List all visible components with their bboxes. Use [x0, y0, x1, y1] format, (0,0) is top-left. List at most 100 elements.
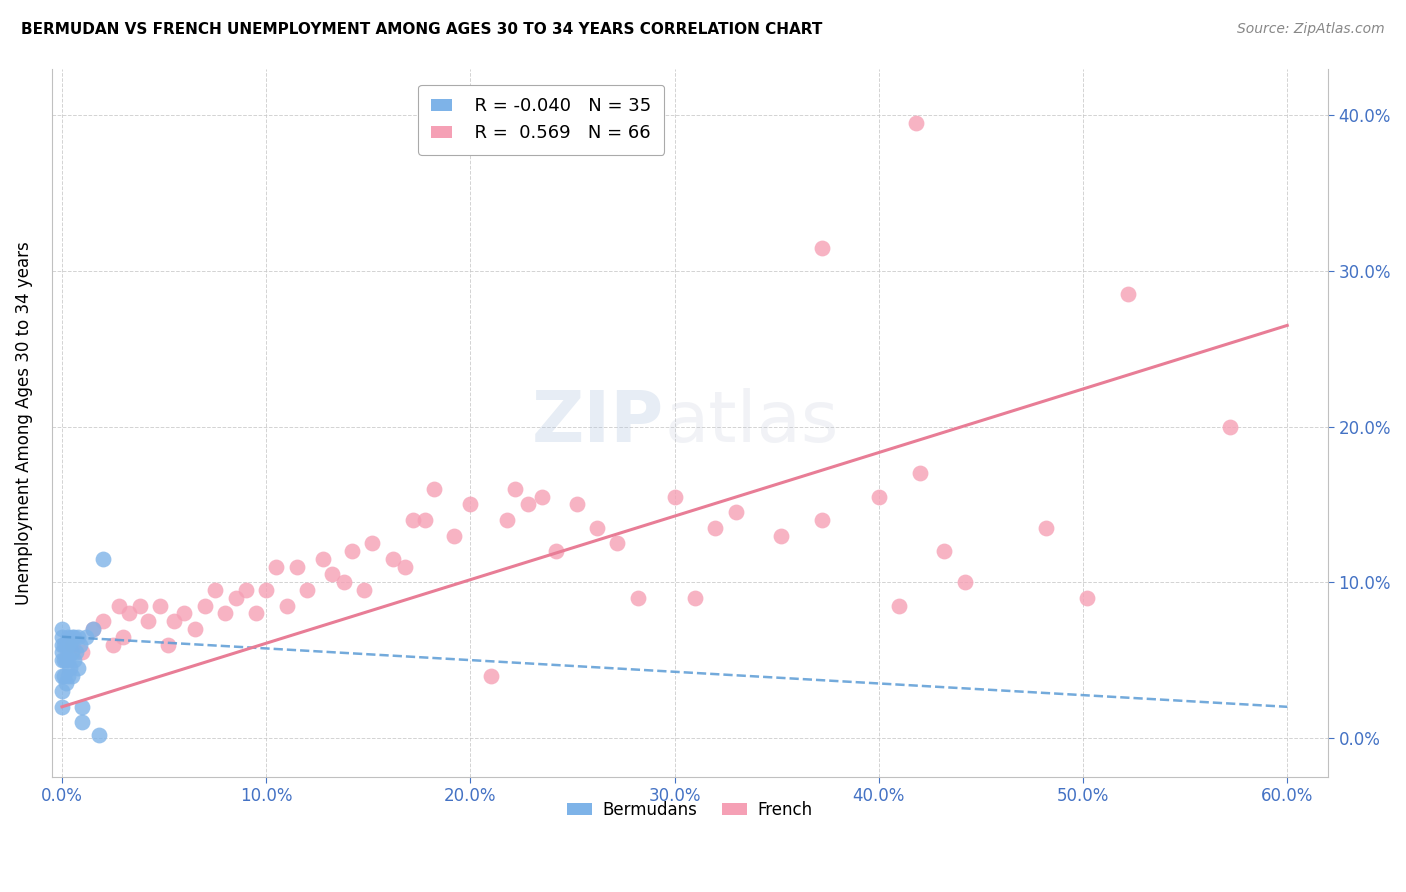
- Point: [505, 482, 527, 496]
- Point: [295, 582, 318, 597]
- Point: [1116, 287, 1139, 301]
- Y-axis label: Unemployment Among Ages 30 to 34 years: Unemployment Among Ages 30 to 34 years: [15, 241, 32, 605]
- Point: [1076, 591, 1098, 605]
- Point: [51, 630, 73, 644]
- Point: [51, 645, 73, 659]
- Point: [51, 668, 73, 682]
- Point: [53, 668, 76, 682]
- Point: [254, 582, 277, 597]
- Point: [496, 513, 519, 527]
- Point: [51, 653, 73, 667]
- Point: [769, 528, 792, 542]
- Point: [402, 513, 425, 527]
- Point: [91, 552, 114, 566]
- Point: [422, 482, 444, 496]
- Point: [333, 575, 356, 590]
- Point: [82, 622, 104, 636]
- Point: [72, 699, 94, 714]
- Point: [340, 544, 363, 558]
- Text: ZIP: ZIP: [531, 388, 665, 458]
- Point: [394, 559, 416, 574]
- Point: [63, 630, 86, 644]
- Point: [51, 699, 73, 714]
- Text: atlas: atlas: [665, 388, 839, 458]
- Point: [101, 638, 124, 652]
- Point: [56, 653, 79, 667]
- Point: [53, 653, 76, 667]
- Point: [60, 630, 83, 644]
- Point: [56, 630, 79, 644]
- Point: [55, 676, 77, 690]
- Point: [118, 607, 141, 621]
- Point: [530, 490, 553, 504]
- Point: [1035, 521, 1057, 535]
- Point: [112, 630, 135, 644]
- Point: [60, 638, 83, 652]
- Point: [67, 630, 90, 644]
- Point: [245, 607, 267, 621]
- Point: [225, 591, 247, 605]
- Point: [51, 638, 73, 652]
- Text: BERMUDAN VS FRENCH UNEMPLOYMENT AMONG AGES 30 TO 34 YEARS CORRELATION CHART: BERMUDAN VS FRENCH UNEMPLOYMENT AMONG AG…: [21, 22, 823, 37]
- Point: [204, 582, 226, 597]
- Point: [183, 622, 205, 636]
- Text: Source: ZipAtlas.com: Source: ZipAtlas.com: [1237, 22, 1385, 37]
- Point: [353, 582, 375, 597]
- Point: [546, 544, 568, 558]
- Point: [59, 661, 82, 675]
- Point: [56, 668, 79, 682]
- Point: [56, 638, 79, 652]
- Point: [704, 521, 727, 535]
- Point: [810, 513, 832, 527]
- Point: [664, 490, 686, 504]
- Point: [55, 638, 77, 652]
- Point: [276, 599, 298, 613]
- Point: [810, 241, 832, 255]
- Point: [87, 728, 110, 742]
- Point: [361, 536, 384, 550]
- Point: [381, 552, 404, 566]
- Point: [1219, 419, 1241, 434]
- Point: [904, 116, 927, 130]
- Point: [266, 559, 288, 574]
- Point: [214, 607, 236, 621]
- Point: [889, 599, 911, 613]
- Point: [75, 630, 97, 644]
- Point: [65, 645, 87, 659]
- Point: [67, 661, 90, 675]
- Point: [285, 559, 308, 574]
- Point: [69, 638, 91, 652]
- Point: [908, 467, 931, 481]
- Point: [683, 591, 706, 605]
- Point: [934, 544, 956, 558]
- Point: [586, 521, 609, 535]
- Point: [460, 497, 482, 511]
- Point: [51, 622, 73, 636]
- Point: [516, 497, 538, 511]
- Point: [157, 638, 180, 652]
- Point: [953, 575, 976, 590]
- Point: [60, 645, 83, 659]
- Point: [149, 599, 172, 613]
- Point: [72, 715, 94, 730]
- Point: [321, 567, 343, 582]
- Point: [63, 653, 86, 667]
- Point: [312, 552, 335, 566]
- Point: [72, 645, 94, 659]
- Point: [235, 582, 257, 597]
- Point: [479, 668, 502, 682]
- Point: [163, 614, 186, 628]
- Point: [443, 528, 465, 542]
- Point: [59, 638, 82, 652]
- Point: [91, 614, 114, 628]
- Point: [53, 638, 76, 652]
- Point: [194, 599, 217, 613]
- Point: [606, 536, 628, 550]
- Point: [60, 668, 83, 682]
- Point: [627, 591, 650, 605]
- Point: [55, 653, 77, 667]
- Legend: Bermudans, French: Bermudans, French: [561, 794, 820, 825]
- Point: [173, 607, 195, 621]
- Point: [565, 497, 588, 511]
- Point: [51, 684, 73, 698]
